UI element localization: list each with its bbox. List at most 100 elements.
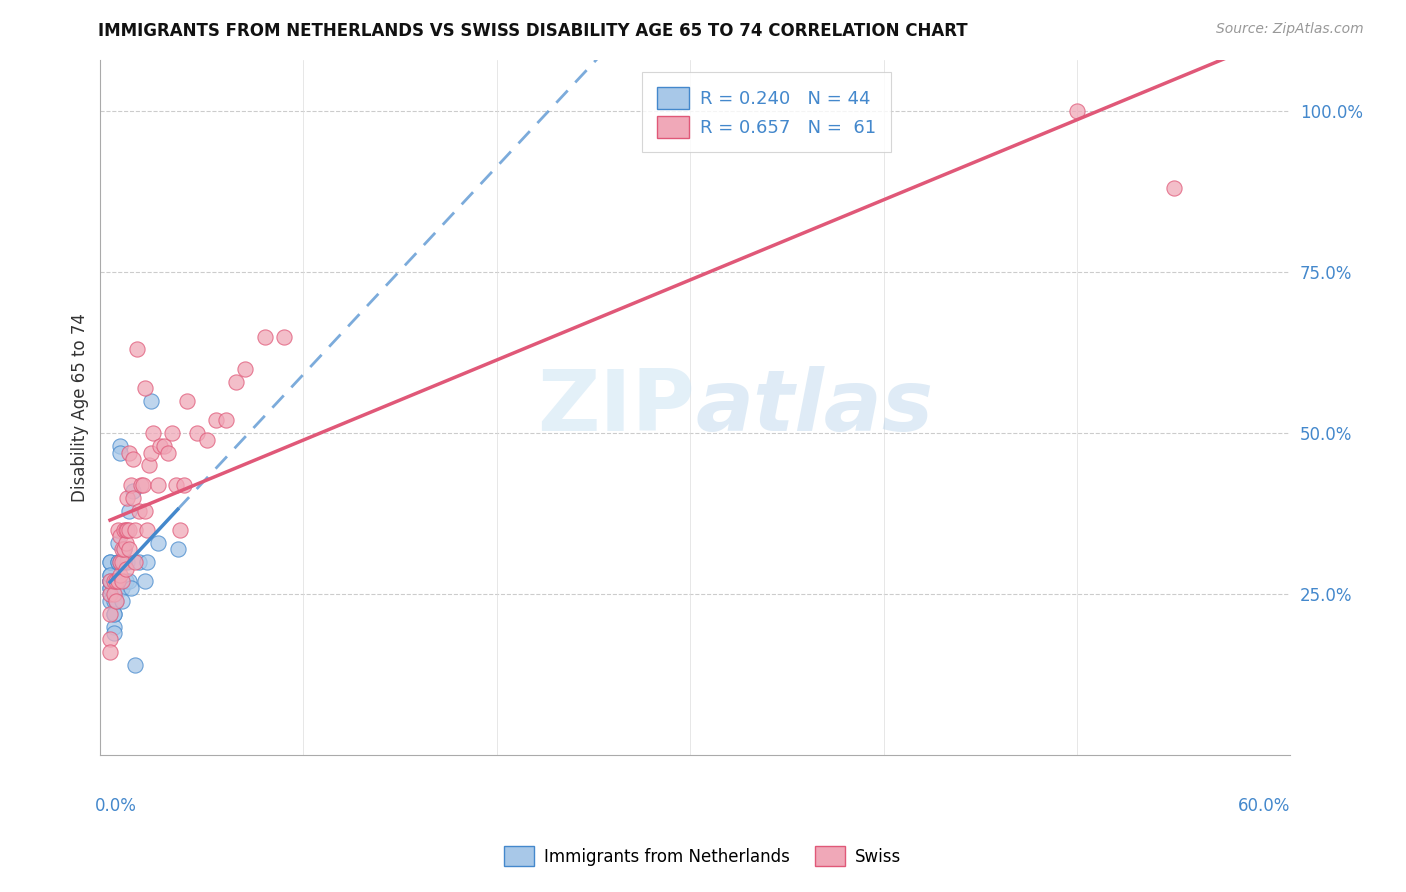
Text: Source: ZipAtlas.com: Source: ZipAtlas.com bbox=[1216, 22, 1364, 37]
Point bbox=[160, 426, 183, 441]
Point bbox=[112, 542, 135, 557]
Point bbox=[195, 433, 218, 447]
Point bbox=[108, 439, 131, 453]
Point bbox=[104, 593, 127, 607]
Point bbox=[225, 375, 247, 389]
Point bbox=[108, 529, 131, 543]
Legend: R = 0.240   N = 44, R = 0.657   N =  61: R = 0.240 N = 44, R = 0.657 N = 61 bbox=[643, 72, 891, 153]
Point bbox=[111, 542, 134, 557]
Point bbox=[149, 439, 172, 453]
Point bbox=[103, 619, 125, 633]
Point bbox=[98, 568, 121, 582]
Point bbox=[118, 445, 141, 459]
Point bbox=[98, 555, 121, 569]
Point bbox=[120, 581, 142, 595]
Point bbox=[253, 329, 276, 343]
Point bbox=[176, 394, 198, 409]
Point bbox=[112, 555, 135, 569]
Point bbox=[138, 458, 160, 473]
Point bbox=[118, 503, 141, 517]
Point bbox=[215, 413, 238, 427]
Point bbox=[104, 581, 127, 595]
Point bbox=[129, 477, 152, 491]
Point bbox=[122, 484, 145, 499]
Point bbox=[153, 439, 176, 453]
Point bbox=[103, 626, 125, 640]
Point bbox=[273, 329, 295, 343]
Point bbox=[107, 574, 129, 589]
Point bbox=[98, 607, 121, 621]
Point bbox=[98, 581, 121, 595]
Point bbox=[134, 574, 156, 589]
Point bbox=[114, 574, 136, 589]
Point bbox=[118, 574, 141, 589]
Point bbox=[135, 555, 157, 569]
Point bbox=[112, 542, 135, 557]
Point bbox=[124, 658, 146, 673]
Point bbox=[98, 587, 121, 601]
Point bbox=[205, 413, 228, 427]
Point bbox=[98, 574, 121, 589]
Point bbox=[114, 535, 136, 549]
Legend: Immigrants from Netherlands, Swiss: Immigrants from Netherlands, Swiss bbox=[496, 838, 910, 875]
Point bbox=[98, 574, 121, 589]
Point bbox=[104, 574, 127, 589]
Point bbox=[98, 593, 121, 607]
Point bbox=[98, 574, 121, 589]
Point bbox=[120, 477, 142, 491]
Point bbox=[107, 555, 129, 569]
Point bbox=[124, 555, 146, 569]
Point bbox=[114, 523, 136, 537]
Point bbox=[165, 477, 187, 491]
Point bbox=[103, 607, 125, 621]
Point bbox=[98, 645, 121, 659]
Point bbox=[98, 632, 121, 647]
Point bbox=[235, 361, 257, 376]
Point bbox=[108, 445, 131, 459]
Point bbox=[117, 523, 139, 537]
Point bbox=[104, 574, 127, 589]
Point bbox=[118, 542, 141, 557]
Point bbox=[111, 593, 134, 607]
Point bbox=[128, 503, 150, 517]
Point bbox=[142, 426, 165, 441]
Point bbox=[148, 535, 170, 549]
Point bbox=[103, 593, 125, 607]
Point bbox=[117, 491, 139, 505]
Point bbox=[98, 568, 121, 582]
Point bbox=[148, 477, 170, 491]
Point bbox=[1163, 181, 1185, 195]
Text: ZIP: ZIP bbox=[537, 366, 695, 449]
Point bbox=[103, 574, 125, 589]
Point bbox=[107, 523, 129, 537]
Point bbox=[104, 593, 127, 607]
Point bbox=[111, 555, 134, 569]
Point bbox=[111, 581, 134, 595]
Point bbox=[107, 555, 129, 569]
Point bbox=[117, 555, 139, 569]
Point bbox=[1066, 104, 1088, 119]
Point bbox=[186, 426, 208, 441]
Point bbox=[118, 523, 141, 537]
Point bbox=[122, 452, 145, 467]
Point bbox=[122, 491, 145, 505]
Point bbox=[124, 523, 146, 537]
Text: atlas: atlas bbox=[695, 366, 934, 449]
Point bbox=[98, 587, 121, 601]
Point bbox=[112, 523, 135, 537]
Point bbox=[169, 523, 191, 537]
Point bbox=[128, 555, 150, 569]
Point bbox=[139, 394, 162, 409]
Point bbox=[135, 523, 157, 537]
Text: 0.0%: 0.0% bbox=[94, 797, 136, 815]
Point bbox=[98, 574, 121, 589]
Text: IMMIGRANTS FROM NETHERLANDS VS SWISS DISABILITY AGE 65 TO 74 CORRELATION CHART: IMMIGRANTS FROM NETHERLANDS VS SWISS DIS… bbox=[98, 22, 969, 40]
Point bbox=[134, 381, 156, 395]
Point bbox=[108, 555, 131, 569]
Point bbox=[104, 574, 127, 589]
Point bbox=[103, 587, 125, 601]
Point bbox=[127, 343, 149, 357]
Point bbox=[111, 574, 134, 589]
Point bbox=[139, 445, 162, 459]
Point bbox=[107, 535, 129, 549]
